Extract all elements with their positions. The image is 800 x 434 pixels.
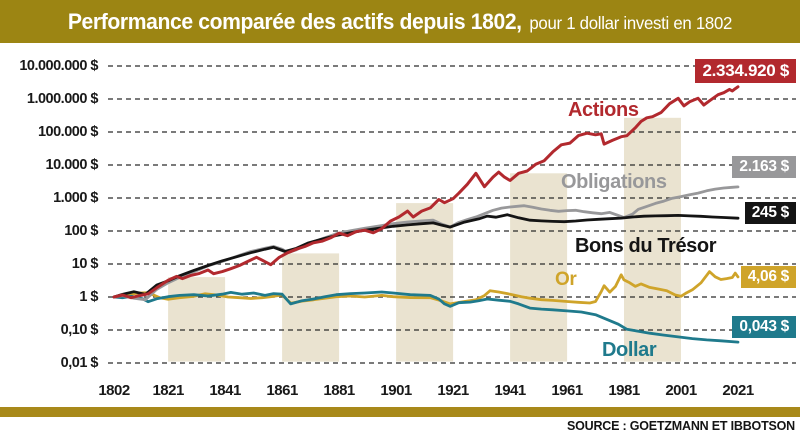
footer-rule [0,407,800,417]
final-value-badge-dollar: 0,043 $ [732,316,796,338]
line-actions [112,85,740,300]
series-label-obligations: Obligations [561,171,667,193]
page-title: Performance comparée des actifs depuis 1… [67,8,733,35]
title-main: Performance comparée des actifs depuis 1… [67,8,522,34]
line-bons-du-tr-sor [112,213,740,299]
y-tick-label: 10.000 $ [45,157,99,173]
final-value-badge-bons-du-tresor: 245 $ [744,202,796,224]
source-credit: SOURCE : GOETZMANN ET IBBOTSON [566,419,795,433]
series-label-bons-du-tresor: Bons du Trésor [575,235,717,257]
era-band [168,277,226,362]
y-tick-label: 100 $ [64,223,98,239]
title-bar: Performance comparée des actifs depuis 1… [0,0,800,43]
era-band [624,117,681,362]
x-tick-label: 1921 [437,382,469,399]
final-value-badge-obligations: 2.163 $ [732,156,796,178]
series-label-dollar: Dollar [602,339,657,361]
x-tick-label: 2001 [665,382,697,399]
y-tick-label: 10 $ [71,256,99,272]
x-tick-label: 1841 [209,382,241,399]
era-band [282,253,340,362]
y-tick-label: 1.000 $ [53,190,98,206]
y-tick-label: 0,01 $ [60,355,99,371]
series-label-or: Or [555,269,577,290]
data-lines [112,85,740,344]
era-band [510,173,568,362]
line-or [112,270,740,306]
x-tick-label: 1861 [266,382,298,399]
y-tick-label: 100.000 $ [37,124,99,140]
y-tick-label: 1.000.000 $ [26,91,99,107]
x-tick-label: 1941 [494,382,526,399]
x-tick-label: 2021 [722,382,754,399]
line-dollar [112,290,740,344]
era-shading-bands [168,117,681,362]
x-tick-label: 1802 [98,382,130,399]
era-band [396,203,454,362]
x-tick-label: 1881 [323,382,355,399]
y-tick-label: 1 $ [79,289,98,305]
x-tick-label: 1981 [608,382,640,399]
y-tick-label: 10.000.000 $ [19,58,98,74]
final-value-badge-actions: 2.334.920 $ [695,59,796,83]
x-tick-label: 1821 [152,382,184,399]
x-tick-label: 1961 [551,382,583,399]
title-subtitle: pour 1 dollar investi en 1802 [529,12,733,33]
y-tick-label: 0,10 $ [60,322,99,338]
x-tick-label: 1901 [380,382,412,399]
series-label-actions: Actions [568,99,639,121]
final-value-badge-or: 4,06 $ [740,266,796,288]
